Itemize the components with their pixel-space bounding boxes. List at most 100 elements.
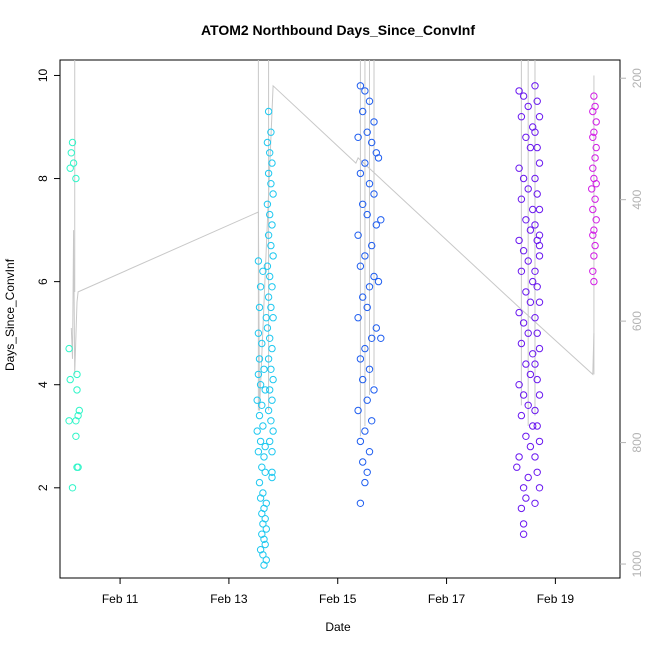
data-point (368, 241, 376, 250)
data-point (526, 370, 535, 379)
data-point (365, 97, 374, 105)
data-point (263, 200, 272, 209)
data-point (515, 381, 523, 389)
data-point (255, 478, 264, 487)
data-point (517, 504, 526, 513)
data-point (524, 102, 532, 111)
y2-tick-label: 600 (630, 311, 644, 331)
data-point (266, 334, 274, 342)
y-tick-label: 8 (36, 175, 50, 182)
data-point (363, 210, 371, 219)
data-point (75, 406, 84, 415)
data-point (73, 386, 81, 394)
data-point (519, 319, 528, 327)
data-point (258, 509, 266, 518)
data-point (531, 221, 539, 229)
data-point (266, 149, 274, 157)
y-tick-label: 2 (36, 484, 50, 491)
data-point (258, 401, 266, 409)
chart-title: ATOM2 Northbound Days_Since_ConvInf (201, 22, 475, 38)
data-point (526, 298, 535, 306)
data-point (374, 154, 383, 162)
data-point (517, 267, 526, 275)
data-point (592, 216, 600, 224)
data-point (590, 92, 598, 100)
x-axis-label: Date (325, 620, 351, 634)
data-point (361, 478, 369, 487)
data-point (368, 417, 376, 425)
data-point (589, 267, 597, 275)
data-point (264, 231, 273, 239)
data-point (374, 277, 383, 286)
data-point (515, 236, 523, 245)
data-point (589, 205, 597, 214)
data-point (535, 298, 544, 306)
data-point (268, 468, 276, 476)
data-point (533, 97, 541, 105)
data-point (535, 252, 544, 260)
data-point (255, 355, 264, 363)
data-point (361, 344, 369, 353)
data-point (262, 525, 270, 533)
data-point (372, 221, 380, 229)
data-point (535, 241, 544, 250)
data-point (529, 350, 537, 358)
x-tick-label: Feb 19 (537, 592, 575, 606)
data-point (259, 551, 267, 559)
data-point (356, 169, 365, 178)
data-point (588, 185, 596, 193)
data-point (267, 303, 275, 312)
data-point (524, 329, 532, 337)
data-point (268, 283, 276, 291)
data-point (515, 453, 523, 461)
data-point (268, 448, 276, 456)
data-point (589, 231, 597, 239)
data-point (359, 200, 367, 209)
data-point (74, 463, 82, 471)
data-point (519, 247, 528, 255)
data-point (533, 468, 541, 476)
data-point (519, 484, 528, 492)
data-point (365, 180, 374, 188)
data-point (363, 303, 371, 312)
data-point (592, 180, 600, 188)
data-point (531, 267, 539, 275)
data-point (531, 499, 539, 507)
data-point (361, 427, 369, 435)
data-point (72, 174, 80, 183)
data-point (531, 453, 539, 461)
data-point (515, 164, 523, 172)
data-point (267, 180, 275, 188)
data-point (256, 437, 265, 446)
data-point (253, 396, 261, 404)
data-point (268, 221, 276, 229)
data-point (519, 92, 528, 100)
data-point (365, 283, 374, 291)
data-point (258, 463, 266, 471)
data-point (268, 344, 276, 353)
data-point (254, 370, 263, 379)
data-point (522, 360, 530, 368)
data-point (254, 329, 263, 337)
data-point (535, 159, 544, 167)
data-point (268, 159, 276, 167)
x-tick-label: Feb 17 (428, 592, 466, 606)
data-point (517, 339, 526, 348)
data-point (268, 396, 276, 404)
data-point (359, 458, 367, 466)
data-point (372, 324, 380, 332)
data-point (513, 463, 521, 471)
data-point (259, 520, 267, 528)
data-point (590, 226, 598, 234)
data-point (65, 417, 73, 425)
data-point (260, 535, 268, 543)
data-point (526, 442, 535, 451)
data-point (268, 473, 276, 482)
data-point (535, 205, 544, 214)
data-point (522, 288, 530, 296)
data-point (269, 427, 277, 435)
data-point (591, 241, 599, 250)
data-point (356, 437, 365, 446)
data-point (531, 314, 539, 322)
